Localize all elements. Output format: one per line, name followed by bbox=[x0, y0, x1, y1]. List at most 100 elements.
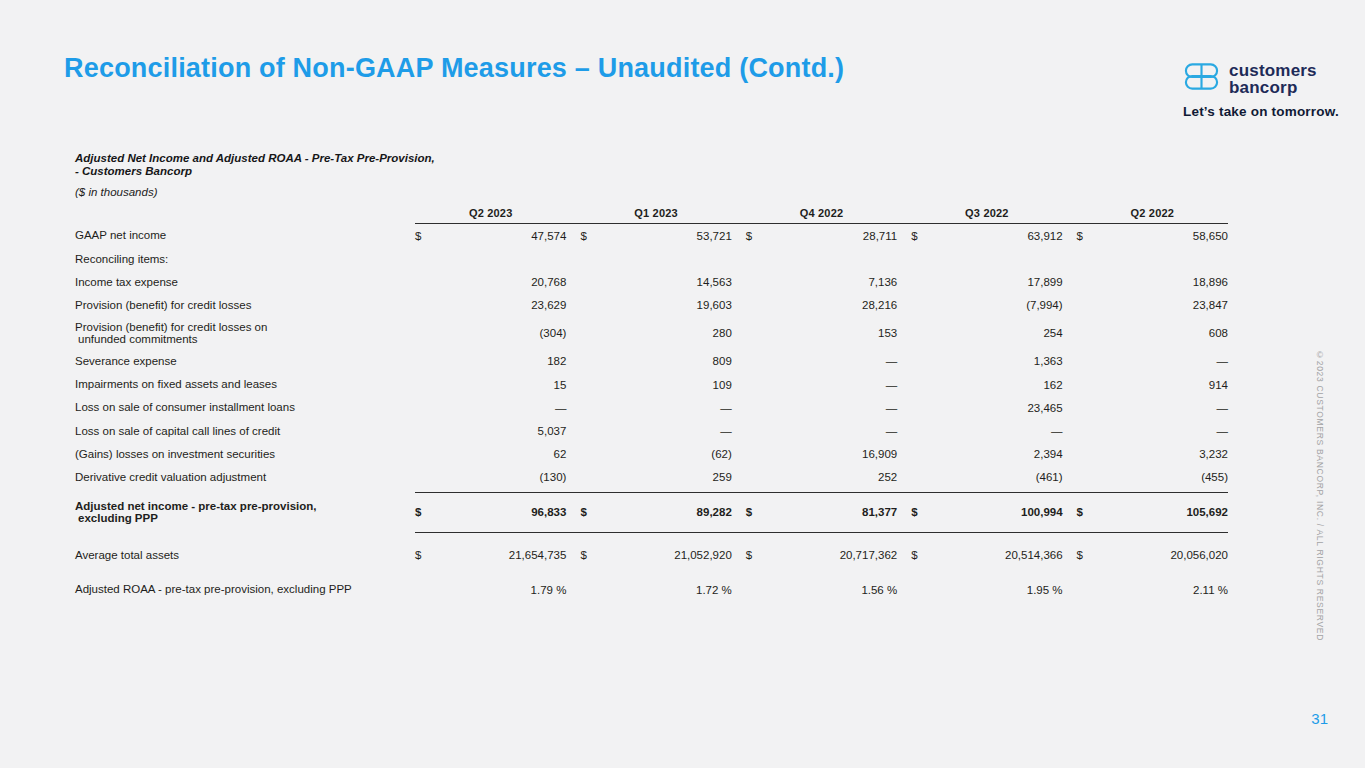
table-row: Loss on sale of consumer installment loa… bbox=[75, 396, 1228, 419]
currency-symbol: $ bbox=[580, 549, 586, 561]
row-label: Loss on sale of capital call lines of cr… bbox=[75, 425, 401, 438]
logo-wordmark: customers bancorp bbox=[1229, 62, 1317, 96]
cell-value: 14,563 bbox=[697, 276, 732, 288]
value-cell: 1.56 % bbox=[746, 584, 897, 596]
value-cell: 182 bbox=[415, 355, 566, 367]
value-cell: (130) bbox=[415, 471, 566, 483]
table-header-row: Q2 2023Q1 2023Q4 2022Q3 2022Q2 2022 bbox=[75, 207, 1228, 223]
value-cell: — bbox=[580, 425, 731, 437]
cell-value: 100,994 bbox=[1021, 506, 1063, 518]
cell-value: 96,833 bbox=[531, 506, 566, 518]
cell-value: 7,136 bbox=[868, 276, 897, 288]
cell-value: 1,363 bbox=[1034, 355, 1063, 367]
cell-value: 252 bbox=[878, 471, 897, 483]
row-label: Income tax expense bbox=[75, 276, 401, 289]
value-cell: 2.11 % bbox=[1077, 584, 1228, 596]
cell-value: 3,232 bbox=[1199, 448, 1228, 460]
cell-value: — bbox=[886, 355, 898, 367]
row-label-line1: Income tax expense bbox=[75, 276, 395, 289]
value-cell: — bbox=[415, 402, 566, 414]
row-label: Reconciling items: bbox=[75, 253, 401, 266]
value-cell: — bbox=[911, 425, 1062, 437]
value-cell: 16,909 bbox=[746, 448, 897, 460]
cell-value: 1.79 % bbox=[531, 584, 567, 596]
cell-value: 1.56 % bbox=[861, 584, 897, 596]
cell-value: 259 bbox=[713, 471, 732, 483]
value-cell: $20,717,362 bbox=[746, 549, 897, 561]
cell-value: 89,282 bbox=[697, 506, 732, 518]
cell-value: 153 bbox=[878, 327, 897, 339]
row-label-line1: GAAP net income bbox=[75, 229, 395, 242]
table-row: Provision (benefit) for credit losses on… bbox=[75, 317, 1228, 350]
cell-value: 62 bbox=[554, 448, 567, 460]
cell-value: 21,654,735 bbox=[509, 549, 567, 561]
table-row: Provision (benefit) for credit losses23,… bbox=[75, 294, 1228, 317]
value-cell: 23,465 bbox=[911, 402, 1062, 414]
row-label-line1: Reconciling items: bbox=[75, 253, 395, 266]
table-rule bbox=[415, 532, 1228, 533]
table-units-note: ($ in thousands) bbox=[75, 186, 1228, 198]
table-row: Average total assets$21,654,735$21,052,9… bbox=[75, 544, 1228, 567]
logo-word-line1: customers bbox=[1229, 62, 1317, 79]
cell-value: 28,711 bbox=[863, 230, 897, 242]
column-header: Q2 2022 bbox=[1077, 207, 1228, 219]
table-row: Derivative credit valuation adjustment(1… bbox=[75, 466, 1228, 489]
table-title-line2: - Customers Bancorp bbox=[75, 165, 1228, 178]
cell-value: 20,717,362 bbox=[840, 549, 898, 561]
value-cell: — bbox=[746, 402, 897, 414]
value-cell: $105,692 bbox=[1077, 506, 1228, 518]
value-cell: 254 bbox=[911, 327, 1062, 339]
column-header: Q1 2023 bbox=[580, 207, 731, 219]
currency-symbol: $ bbox=[746, 549, 752, 561]
row-label-line2: unfunded commitments bbox=[75, 333, 395, 346]
value-cell: 280 bbox=[580, 327, 731, 339]
cell-value: 63,912 bbox=[1027, 230, 1062, 242]
value-cell: $47,574 bbox=[415, 230, 566, 242]
cell-value: 109 bbox=[713, 379, 732, 391]
cell-value: — bbox=[886, 379, 898, 391]
value-cell: $20,056,020 bbox=[1077, 549, 1228, 561]
value-cell: 914 bbox=[1077, 379, 1228, 391]
row-label: Loss on sale of consumer installment loa… bbox=[75, 401, 401, 414]
row-label-line1: (Gains) losses on investment securities bbox=[75, 448, 395, 461]
row-label-line1: Severance expense bbox=[75, 355, 395, 368]
value-cell: 1.79 % bbox=[415, 584, 566, 596]
logo-word-line2: bancorp bbox=[1229, 79, 1317, 96]
cell-value: 254 bbox=[1043, 327, 1062, 339]
cell-value: 15 bbox=[554, 379, 567, 391]
reconciliation-table: Adjusted Net Income and Adjusted ROAA - … bbox=[75, 152, 1228, 601]
cell-value: 58,650 bbox=[1193, 230, 1228, 242]
currency-symbol: $ bbox=[415, 549, 421, 561]
value-cell: $96,833 bbox=[415, 506, 566, 518]
currency-symbol: $ bbox=[415, 230, 421, 242]
cell-value: 182 bbox=[547, 355, 566, 367]
row-label-line1: Adjusted ROAA - pre-tax pre-provision, e… bbox=[75, 583, 395, 596]
table-row: Income tax expense20,76814,5637,13617,89… bbox=[75, 270, 1228, 293]
row-label: Impairments on fixed assets and leases bbox=[75, 378, 401, 391]
cell-value: (62) bbox=[711, 448, 731, 460]
table-row: Severance expense182809—1,363— bbox=[75, 350, 1228, 373]
row-label-line1: Adjusted net income - pre-tax pre-provis… bbox=[75, 500, 395, 513]
page-title: Reconciliation of Non-GAAP Measures – Un… bbox=[64, 53, 844, 84]
currency-symbol: $ bbox=[1077, 230, 1083, 242]
value-cell: $81,377 bbox=[746, 506, 897, 518]
row-label: Provision (benefit) for credit losses on… bbox=[75, 321, 401, 346]
value-cell: 19,603 bbox=[580, 299, 731, 311]
value-cell: — bbox=[1077, 402, 1228, 414]
row-label: GAAP net income bbox=[75, 229, 401, 242]
cell-value: 1.72 % bbox=[696, 584, 732, 596]
value-cell: (62) bbox=[580, 448, 731, 460]
cell-value: (461) bbox=[1036, 471, 1063, 483]
value-cell: 18,896 bbox=[1077, 276, 1228, 288]
value-cell: 259 bbox=[580, 471, 731, 483]
currency-symbol: $ bbox=[746, 230, 752, 242]
currency-symbol: $ bbox=[1077, 549, 1083, 561]
cell-value: 5,037 bbox=[538, 425, 567, 437]
column-header: Q4 2022 bbox=[746, 207, 897, 219]
cell-value: — bbox=[1216, 402, 1228, 414]
value-cell: 62 bbox=[415, 448, 566, 460]
value-cell: $20,514,366 bbox=[911, 549, 1062, 561]
value-cell: — bbox=[1077, 425, 1228, 437]
cell-value: — bbox=[555, 402, 567, 414]
cell-value: 28,216 bbox=[862, 299, 897, 311]
